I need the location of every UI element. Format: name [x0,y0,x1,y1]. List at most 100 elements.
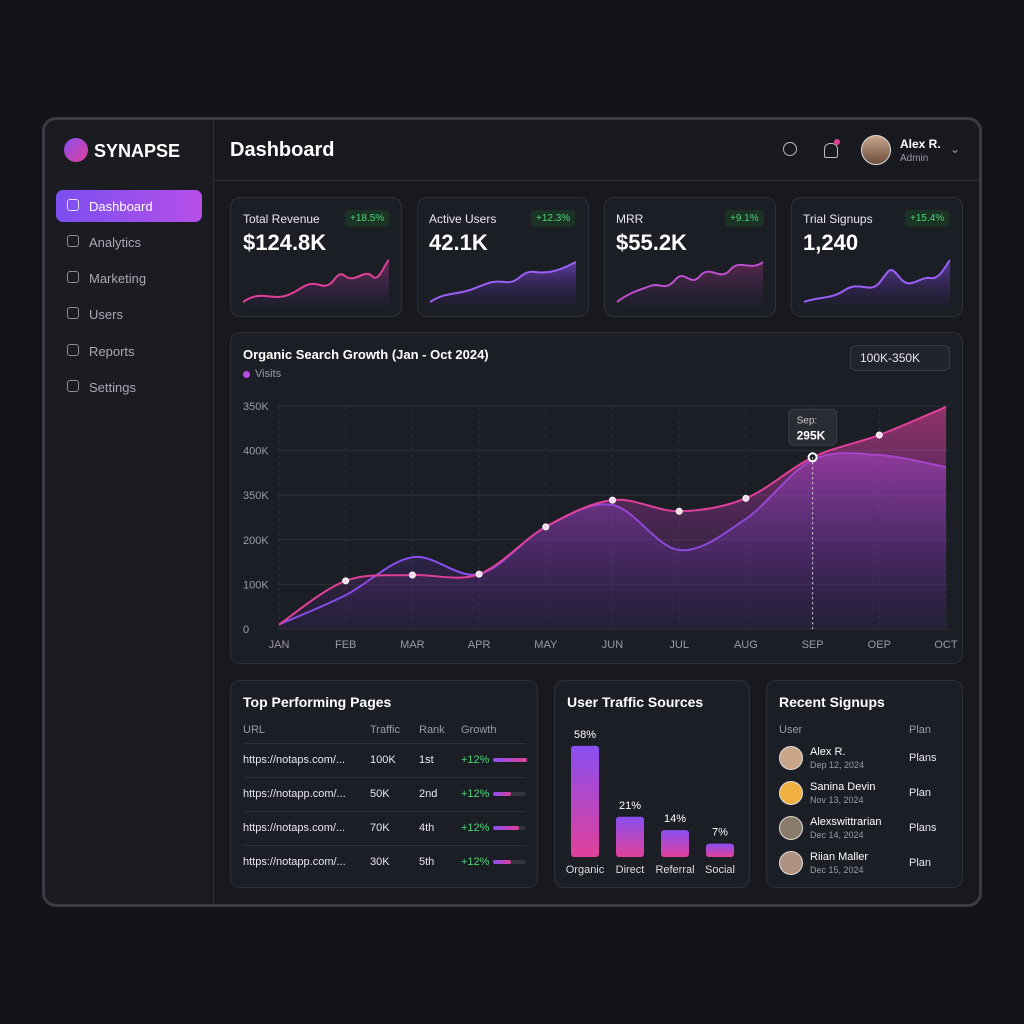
growth-bar [493,792,511,796]
nav-label: Users [89,307,123,322]
growth-bar [493,758,527,762]
url-link: https://notaps.com/... [243,754,346,766]
growth-bar [493,860,511,864]
notification-dot [834,139,840,145]
kpi-label: Total Revenue [243,212,320,226]
kpi-change: +12.3% [531,210,576,227]
table-cell: 30K [370,856,390,868]
legend-label: Visits [255,368,282,380]
range-select-label: 100K-350K [860,351,921,365]
table-cell: 70K [370,822,390,834]
table-cell: 4th [419,822,435,834]
table-cell: 5th [419,856,435,868]
column-header: User [779,724,803,736]
kpi-value: 1,240 [803,230,859,255]
nav-item[interactable]: Users [56,298,202,330]
sidebar [45,120,214,904]
main-chart-panel [230,332,963,664]
kpi-change: +15.4% [905,210,950,227]
traffic-panel [554,680,750,888]
nav-item[interactable]: Dashboard [56,190,202,222]
signup-plan: Plans [909,822,937,834]
nav-item[interactable]: Marketing [56,262,202,294]
avatar [779,816,803,840]
column-header: Growth [461,724,497,736]
signup-date: Dep 12, 2024 [810,760,865,770]
top-pages-panel [230,680,538,888]
kpi-value: $124.8K [243,230,327,255]
table-cell: +12% [461,788,490,800]
nav-label: Analytics [89,235,142,250]
url-link: https://notapp.com/... [243,856,346,868]
column-header: Rank [419,724,445,736]
url-link: https://notapp.com/... [243,788,346,800]
table-cell: +12% [461,856,490,868]
table-cell: 1st [419,754,434,766]
nav-icon [67,344,79,356]
table-cell: 2nd [419,788,438,800]
nav-label: Settings [89,380,136,395]
brand-logo [64,138,88,162]
kpi-value: 42.1K [429,230,488,255]
user-avatar[interactable] [861,135,891,165]
user-menu-toggle[interactable]: ⌄ [950,142,961,156]
signup-name: Alex R. [810,746,846,758]
search-button[interactable] [783,142,797,156]
column-header: URL [243,724,266,736]
kpi-label: Active Users [429,212,497,226]
main-chart-title: Organic Search Growth (Jan - Oct 2024) [243,347,489,362]
signup-plan: Plan [909,857,932,869]
panel-title: Recent Signups [779,694,885,710]
panel-title: Top Performing Pages [243,694,392,710]
signup-name: Alexswittrarian [810,816,882,828]
signup-plan: Plan [909,787,932,799]
kpi-label: MRR [616,212,644,226]
nav-label: Dashboard [89,199,153,214]
signup-plan: Plans [909,752,937,764]
signup-name: Sanina Devin [810,781,876,793]
table-cell: +12% [461,822,490,834]
growth-bar [493,826,519,830]
nav-label: Marketing [89,271,147,286]
nav-item[interactable]: Reports [56,335,202,367]
table-cell: 100K [370,754,396,766]
table-cell: 50K [370,788,390,800]
url-link: https://notaps.com/... [243,822,346,834]
nav-icon [67,235,79,247]
row-divider [243,845,526,846]
nav-icon [67,199,79,211]
header-divider [214,180,979,181]
range-select[interactable] [850,345,950,371]
page-title: Dashboard [230,139,335,161]
nav-icon [67,271,79,283]
column-header: Traffic [370,724,400,736]
brand-name: SYNAPSE [94,141,181,161]
row-divider [243,777,526,778]
row-divider [243,811,526,812]
avatar [779,746,803,770]
table-cell: +12% [461,754,490,766]
column-header: Plan [909,724,932,736]
nav-item[interactable]: Settings [56,371,202,403]
kpi-change: +18.5% [345,210,390,227]
nav-item[interactable]: Analytics [56,226,202,258]
kpi-change: +9.1% [725,210,764,227]
nav-label: Reports [89,344,135,359]
user-name: Alex R. [900,137,941,151]
signup-date: Dec 14, 2024 [810,830,864,840]
user-role: Admin [900,153,929,164]
avatar [779,781,803,805]
signup-date: Nov 13, 2024 [810,795,864,805]
signup-name: Riian Maller [810,851,869,863]
signup-date: Dec 15, 2024 [810,865,864,875]
panel-title: User Traffic Sources [567,694,704,710]
kpi-label: Trial Signups [803,212,873,226]
row-divider [243,743,526,744]
nav-icon [67,307,79,319]
kpi-value: $55.2K [616,230,687,255]
notification-button[interactable] [824,143,838,158]
nav-icon [67,380,79,392]
legend-swatch [243,371,250,378]
avatar [779,851,803,875]
